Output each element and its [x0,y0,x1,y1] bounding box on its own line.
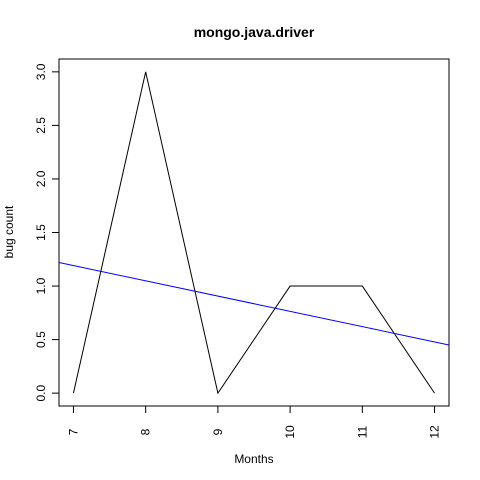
chart-title: mongo.java.driver [194,24,315,40]
y-tick-label: 1.5 [34,224,48,241]
plot-box [58,58,450,407]
x-tick-label: 11 [355,425,369,438]
y-tick-label: 2.0 [34,170,48,187]
x-axis-label: Months [234,452,273,466]
y-axis-label: bug count [2,205,16,258]
y-tick-label: 3.0 [34,63,48,80]
plot-area [58,71,450,395]
x-tick-label: 8 [139,428,153,435]
series-line [72,71,435,395]
y-tick-label: 2.5 [34,117,48,134]
y-axis: 0.0 0.5 1.0 1.5 2.0 2.5 3.0 [34,63,59,401]
x-tick-label: 10 [283,425,297,439]
y-tick-label: 0.0 [34,384,48,401]
x-tick-label: 12 [428,425,442,439]
y-tick-label: 0.5 [34,331,48,348]
trend-line [58,261,450,346]
x-axis: 7 8 9 10 11 12 [66,406,442,439]
x-tick-label: 7 [66,428,80,435]
x-tick-label: 9 [211,428,225,435]
y-tick-label: 1.0 [34,277,48,294]
